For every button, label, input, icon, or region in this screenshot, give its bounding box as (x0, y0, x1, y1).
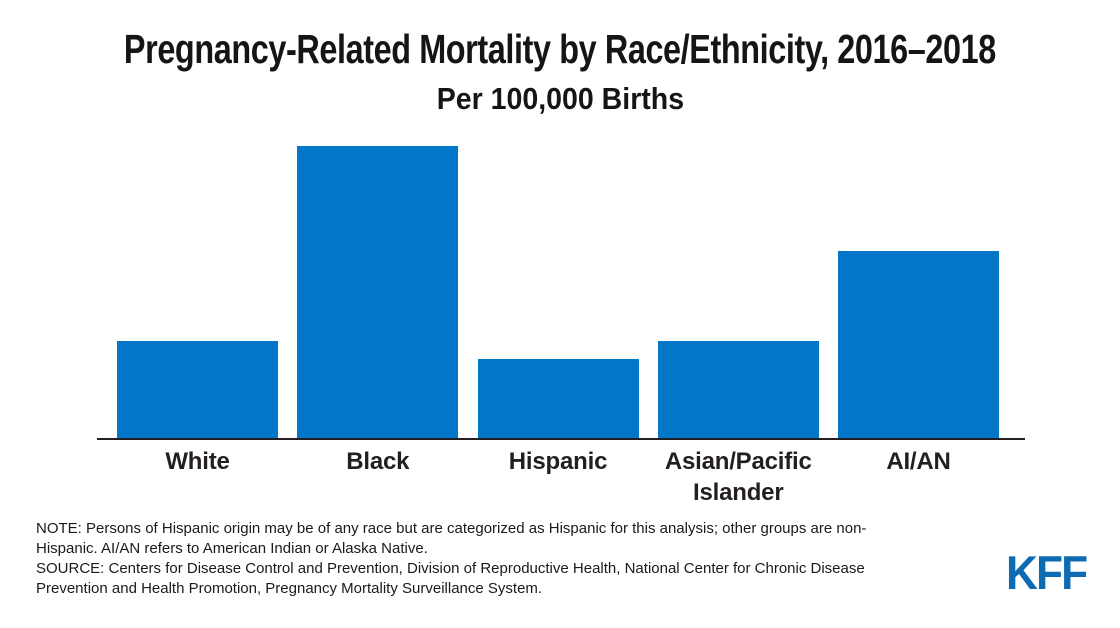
chart-title: Pregnancy-Related Mortality by Race/Ethn… (0, 26, 1120, 73)
source-text: SOURCE: Centers for Disease Control and … (36, 560, 865, 597)
x-axis-labels: White Black Hispanic Asian/Pacific Islander… (117, 446, 999, 508)
bar-hispanic (477, 359, 639, 438)
bars (117, 146, 999, 438)
bar-white (117, 341, 278, 438)
x-tick-label-asian-pacific-islander: Asian/Pacific Islander (664, 448, 812, 506)
footnotes: NOTE: Persons of Hispanic origin may be … (36, 519, 928, 599)
x-tick-label-white: White (165, 448, 230, 475)
bar-asian-pacific-islander (657, 341, 819, 438)
kff-logo: KFF (1006, 546, 1088, 599)
note-text: NOTE: Persons of Hispanic origin may be … (36, 520, 867, 557)
chart-subtitle-text: Per 100,000 Births (436, 81, 684, 116)
x-tick-label-ai-an: AI/AN (886, 448, 951, 475)
chart-subtitle: Per 100,000 Births (0, 81, 1120, 116)
bar-black (297, 146, 459, 438)
x-tick-label-black: Black (346, 448, 410, 475)
chart-title-text: Pregnancy-Related Mortality by Race/Ethn… (124, 26, 996, 72)
x-tick-label-hispanic: Hispanic (508, 448, 608, 475)
bar-ai-an (838, 251, 999, 438)
plot-area (97, 146, 1025, 440)
